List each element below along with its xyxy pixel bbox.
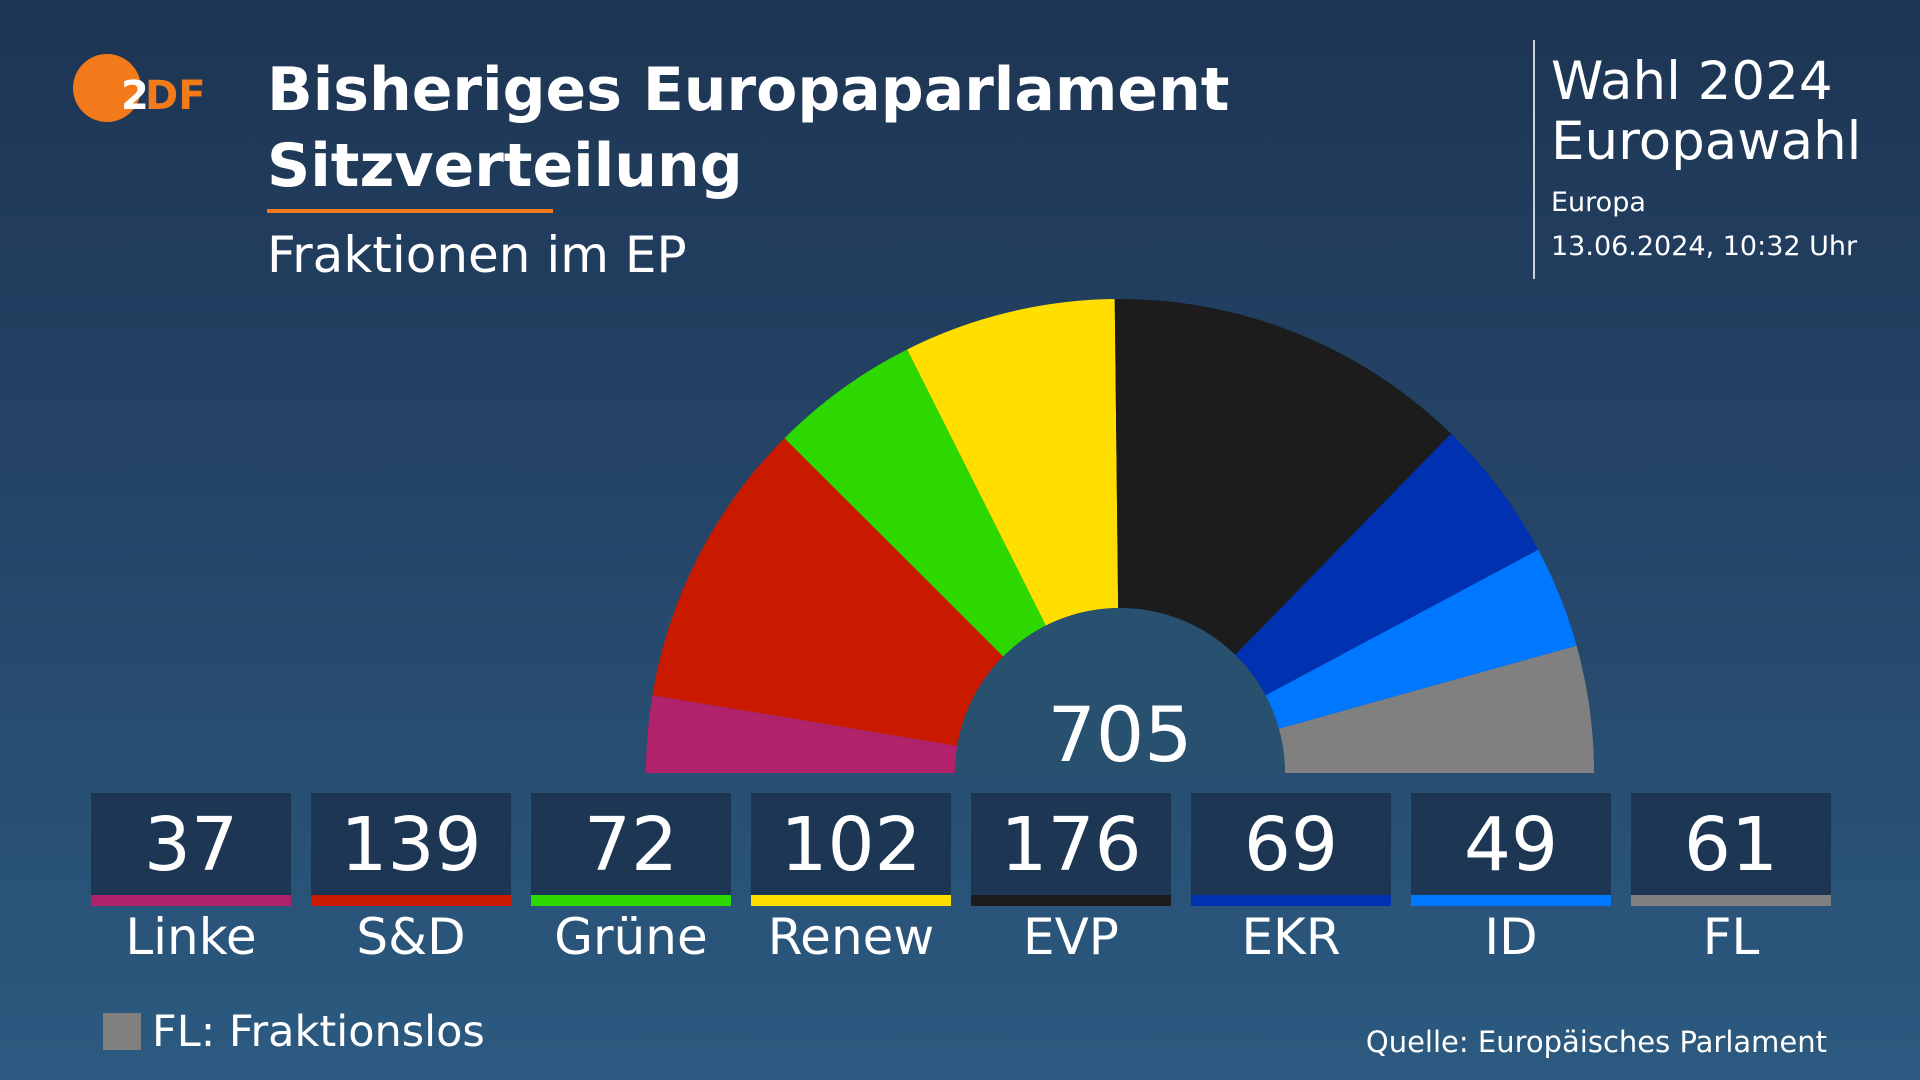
party-color-bar: [1411, 895, 1611, 906]
party-label: ID: [1484, 908, 1538, 966]
svg-text:2: 2: [121, 73, 149, 119]
election-year: Wahl 2024: [1551, 51, 1833, 112]
segment-sd: [652, 438, 1004, 746]
seat-count: 176: [1000, 802, 1142, 888]
region-label: Europa: [1551, 187, 1646, 218]
info-divider: [1533, 40, 1535, 279]
party-label: Grüne: [554, 908, 708, 966]
timestamp: 13.06.2024, 10:32 Uhr: [1551, 231, 1858, 262]
party-color-bar: [91, 895, 291, 906]
party-color-bar: [751, 895, 951, 906]
party-label: EVP: [1023, 908, 1119, 966]
segment-id: [1265, 549, 1577, 729]
legend-swatch-fl: [103, 1013, 141, 1050]
party-label: Linke: [125, 908, 257, 966]
segment-renew: [907, 299, 1119, 626]
source-note: Quelle: Europäisches Parlament: [1365, 1025, 1827, 1059]
segment-grne: [784, 349, 1046, 657]
seat-box: 49: [1411, 793, 1611, 906]
seat-box: 61: [1631, 793, 1831, 906]
zdf-logo: 2 DF: [73, 54, 203, 122]
party-color-bar: [1191, 895, 1391, 906]
seat-box: 37: [91, 793, 291, 906]
title-underline: [267, 209, 553, 213]
subtitle: Fraktionen im EP: [267, 226, 687, 284]
party-label: FL: [1702, 908, 1760, 966]
seat-count: 61: [1683, 802, 1779, 888]
party-label: Renew: [767, 908, 935, 966]
seat-box: 176: [971, 793, 1171, 906]
segment-evp: [1114, 299, 1452, 655]
page-title: Bisheriges Europaparlament Sitzverteilun…: [267, 52, 1229, 204]
svg-text:DF: DF: [145, 73, 203, 119]
seat-count: 69: [1243, 802, 1339, 888]
seat-box: 72: [531, 793, 731, 906]
segment-fl: [1278, 645, 1594, 773]
seat-box: 69: [1191, 793, 1391, 906]
title-line-2: Sitzverteilung: [267, 131, 743, 201]
party-color-bar: [971, 895, 1171, 906]
seat-box: 139: [311, 793, 511, 906]
seat-count: 139: [340, 802, 482, 888]
segment-linke: [646, 695, 958, 773]
title-line-1: Bisheriges Europaparlament: [267, 55, 1230, 125]
legend-note: FL: Fraktionslos: [152, 1007, 485, 1057]
election-name: Europawahl: [1551, 111, 1862, 172]
party-color-bar: [1631, 895, 1831, 906]
total-seats: 705: [1047, 690, 1192, 779]
hemicycle-center: [955, 608, 1285, 773]
seat-count: 102: [780, 802, 922, 888]
seat-count: 37: [143, 802, 239, 888]
seat-count: 72: [583, 802, 679, 888]
election-info: Wahl 2024 Europawahl: [1551, 52, 1861, 172]
party-color-bar: [311, 895, 511, 906]
party-label: EKR: [1241, 908, 1341, 966]
seat-box: 102: [751, 793, 951, 906]
party-label: S&D: [356, 908, 466, 966]
party-color-bar: [531, 895, 731, 906]
seat-count: 49: [1463, 802, 1559, 888]
segment-ekr: [1235, 433, 1539, 696]
